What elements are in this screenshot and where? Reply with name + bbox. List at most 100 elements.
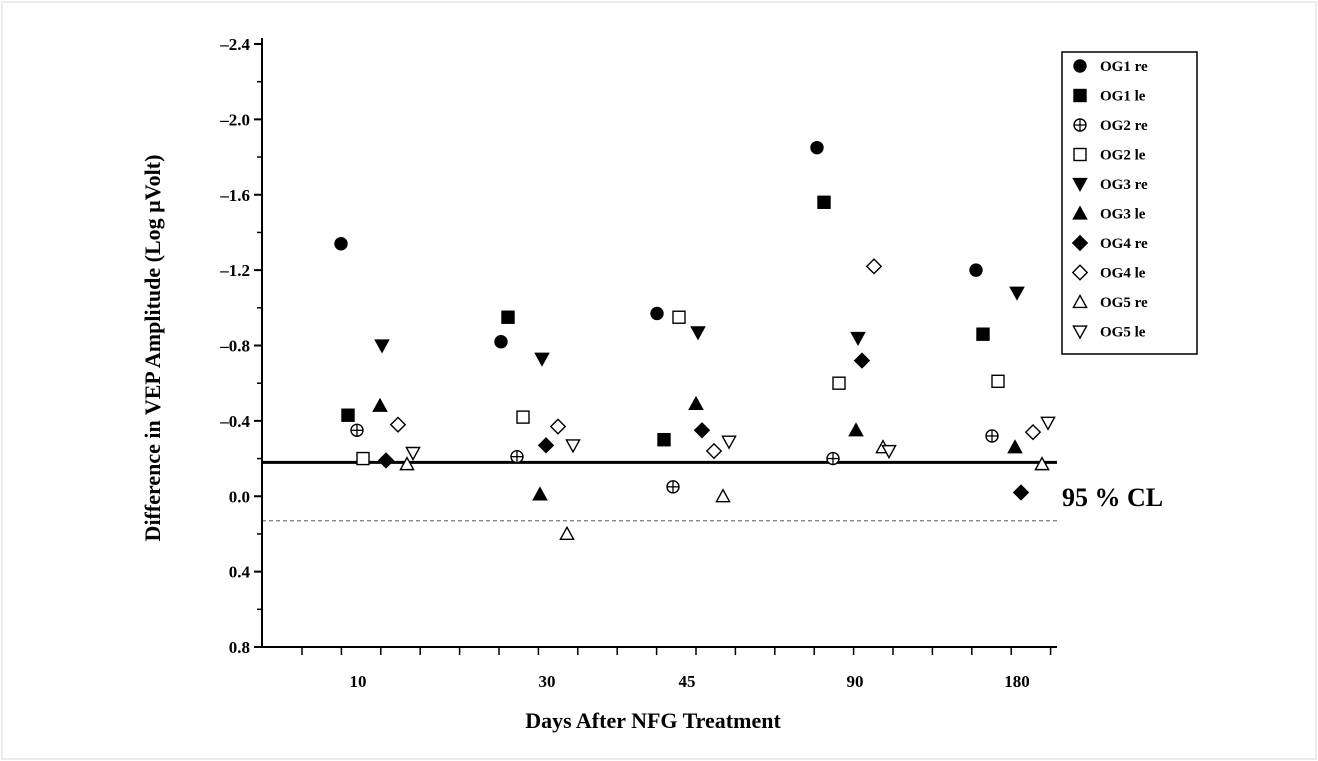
legend-marker <box>1073 88 1087 103</box>
data-point <box>848 422 864 437</box>
legend-label: OG5 le <box>1100 325 1146 341</box>
legend-label: OG1 le <box>1100 89 1146 105</box>
data-point <box>1007 439 1023 454</box>
data-point <box>1009 286 1025 301</box>
legend-marker <box>1073 59 1087 73</box>
data-point <box>693 422 711 439</box>
data-point <box>532 486 548 501</box>
legend-entry: OG2 re <box>1073 118 1148 134</box>
data-point <box>969 263 983 277</box>
legend-entry: OG1 re <box>1073 59 1148 75</box>
data-point <box>1012 484 1030 501</box>
data-point <box>350 423 364 437</box>
data-point <box>976 327 990 341</box>
legend-marker <box>1073 147 1087 162</box>
y-tick-label: –2.4 <box>219 35 250 54</box>
data-point <box>721 435 737 450</box>
legend-marker <box>1072 177 1088 193</box>
data-point <box>817 195 831 209</box>
data-points <box>334 140 1056 541</box>
data-point <box>865 258 883 275</box>
data-point <box>1040 416 1056 431</box>
legend-entry: OG4 re <box>1071 234 1148 252</box>
data-point <box>657 433 671 447</box>
data-point <box>666 480 680 494</box>
y-tick-label: –1.6 <box>219 186 250 205</box>
legend-label: OG3 le <box>1100 207 1146 223</box>
legend-label: OG3 re <box>1100 177 1148 193</box>
data-point <box>690 326 706 341</box>
legend-marker <box>1071 234 1089 252</box>
data-point <box>705 442 723 460</box>
legend-label: OG4 le <box>1100 266 1146 282</box>
legend-entry: OG1 le <box>1073 88 1146 105</box>
legend-marker <box>1072 325 1088 340</box>
data-point <box>688 395 704 411</box>
data-point <box>1034 456 1050 471</box>
legend-entry: OG3 le <box>1072 205 1146 223</box>
legend-entry: OG5 le <box>1072 325 1146 341</box>
data-point <box>650 306 664 321</box>
data-point <box>334 237 348 251</box>
data-point <box>810 140 824 155</box>
x-tick-label: 30 <box>539 672 556 691</box>
legend-entry: OG4 le <box>1071 264 1146 282</box>
legend-entry: OG2 le <box>1073 147 1146 164</box>
data-point <box>826 451 840 466</box>
y-tick-label: 0.0 <box>229 487 250 506</box>
data-point <box>377 452 395 469</box>
data-point <box>850 331 866 347</box>
legend-label: OG4 re <box>1100 236 1148 252</box>
data-point <box>374 339 390 354</box>
legend-marker <box>1072 205 1088 220</box>
data-point <box>853 352 871 369</box>
data-point <box>534 352 550 367</box>
data-point <box>1024 423 1042 441</box>
legend-label: OG2 re <box>1100 118 1148 134</box>
data-point <box>399 456 415 471</box>
legend: OG1 re OG1 le OG2 re OG2 le OG3 re OG3 le OG4 … <box>1061 51 1198 355</box>
data-point <box>672 310 686 324</box>
data-point <box>405 446 421 461</box>
y-tick-label: –2.0 <box>219 110 250 129</box>
y-tick-label: 0.4 <box>229 563 251 582</box>
x-tick-label: 180 <box>1004 672 1030 691</box>
y-tick-label: –0.8 <box>219 337 250 356</box>
data-point <box>516 410 530 424</box>
x-axis-title: Days After NFG Treatment <box>525 708 781 733</box>
data-point <box>501 310 515 324</box>
data-point <box>881 444 897 460</box>
legend-label: OG5 re <box>1100 295 1148 311</box>
data-point <box>559 525 575 541</box>
legend-entry: OG3 re <box>1072 177 1148 193</box>
data-point <box>537 437 555 454</box>
data-point <box>389 416 407 433</box>
data-point <box>985 429 999 443</box>
y-tick-label: –0.4 <box>219 412 250 431</box>
data-point <box>715 488 731 503</box>
data-point <box>549 418 567 435</box>
legend-label: OG2 le <box>1100 148 1146 164</box>
axes: –2.4 –2.0 –1.6 –1.2 –0.8 –0.4 0.0 0.4 0.8 10 30 45 9… <box>219 35 1057 691</box>
x-tick-label: 90 <box>847 672 864 691</box>
legend-label: OG1 re <box>1100 59 1148 75</box>
x-tick-label: 10 <box>350 672 367 691</box>
legend-marker <box>1073 118 1087 132</box>
data-point <box>356 451 370 466</box>
confidence-limit-label: 95 % CL <box>1062 483 1163 512</box>
data-point <box>372 397 388 412</box>
y-tick-label: –1.2 <box>219 261 250 280</box>
data-point <box>991 374 1005 389</box>
data-point <box>510 449 524 464</box>
data-point <box>494 335 508 349</box>
reference-lines <box>262 460 1057 522</box>
legend-marker <box>1071 264 1089 281</box>
data-point <box>341 408 355 422</box>
data-point <box>832 376 846 390</box>
x-tick-label: 45 <box>679 672 696 691</box>
legend-marker <box>1072 293 1088 309</box>
legend-entry: OG5 re <box>1072 293 1148 311</box>
y-axis-title: Difference in VEP Amplitude (Log µVolt) <box>140 155 165 542</box>
